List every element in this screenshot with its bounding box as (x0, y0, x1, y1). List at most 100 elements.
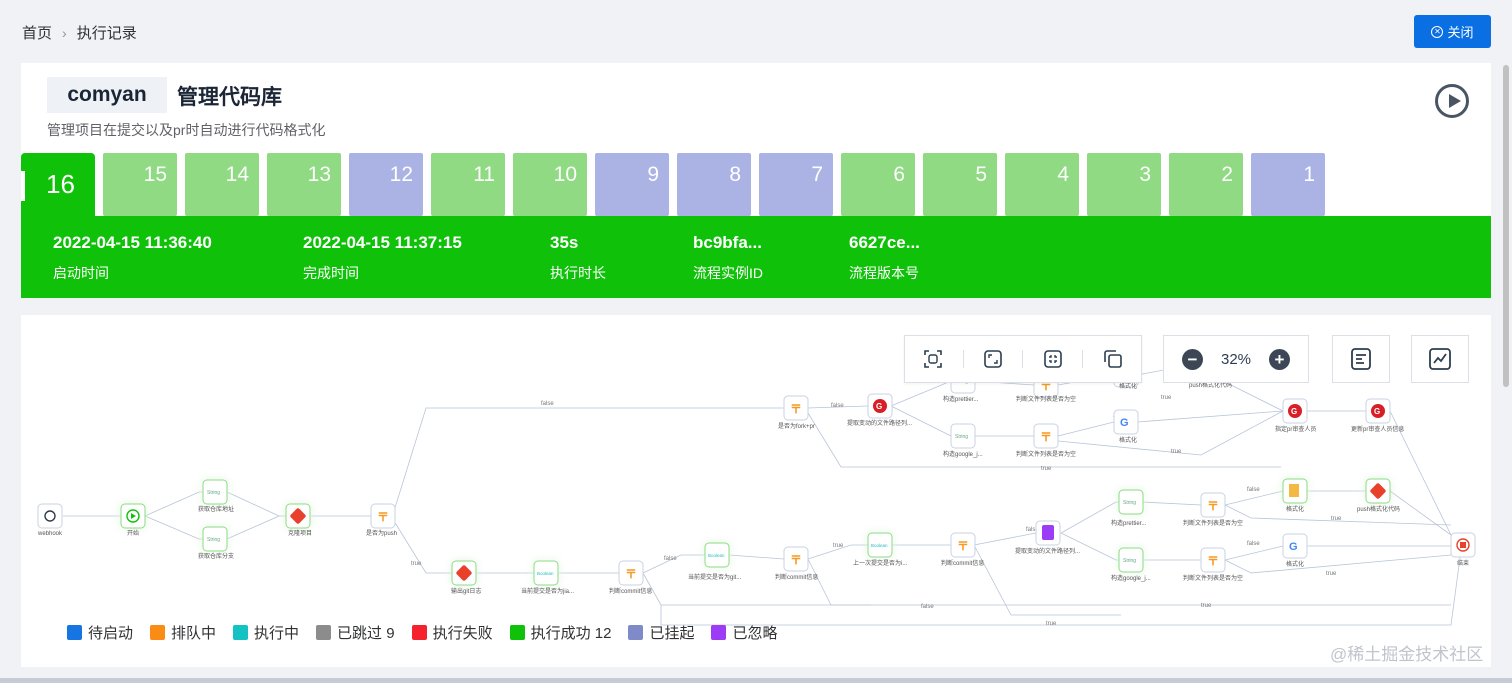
tab-execution-5[interactable]: 5 (923, 153, 997, 216)
legend-label: 已挂起 (649, 625, 695, 642)
node-judge-list-4[interactable]: 〒 (1200, 547, 1226, 573)
legend-item-running: 执行中 (233, 622, 299, 643)
copy-icon[interactable] (1102, 348, 1124, 370)
condition-icon: 〒 (790, 553, 802, 567)
node-current-commit-git[interactable]: Boolean (704, 542, 730, 568)
instance-id-value: bc9bfa... (693, 233, 762, 252)
string-icon: String (207, 537, 220, 543)
condition-icon: 〒 (957, 539, 969, 553)
legend-item-ignored: 已忽略 (711, 622, 777, 643)
legend-swatch (316, 625, 332, 640)
toolbar-divider (1082, 350, 1084, 368)
node-is-push[interactable]: 〒 (370, 503, 396, 529)
zoom-in-button[interactable]: + (1269, 348, 1290, 370)
log-panel-button[interactable] (1332, 335, 1390, 383)
info-start-time: 2022-04-15 11:36:40 启动时间 (53, 233, 212, 283)
version-value: 6627ce... (849, 233, 920, 252)
node-judge-list-3[interactable]: 〒 (1200, 492, 1226, 518)
node-label-judge-list-1: 判断文件列表是否为空 (1016, 395, 1076, 403)
tab-execution-8[interactable]: 8 (677, 153, 751, 216)
node-format-3[interactable] (1282, 478, 1308, 504)
node-judge-list-2[interactable]: 〒 (1033, 423, 1059, 449)
legend-item-failed: 执行失败 (411, 622, 493, 643)
file-icon (1042, 525, 1054, 540)
node-prev-commit[interactable]: Boolean (867, 532, 893, 558)
legend-swatch (509, 625, 525, 640)
tab-execution-10[interactable]: 10 (513, 153, 587, 216)
condition-icon: 〒 (1040, 430, 1052, 444)
node-build-google-1[interactable]: String (950, 423, 976, 449)
tab-execution-2[interactable]: 2 (1169, 153, 1243, 216)
node-webhook[interactable]: webhook (37, 503, 63, 537)
tab-execution-9[interactable]: 9 (595, 153, 669, 216)
edge-label-false-6: false (831, 403, 844, 409)
fit-view-icon[interactable] (922, 348, 944, 370)
node-label-end: 结束 (1457, 559, 1469, 567)
node-specify-reviewer[interactable]: G (1282, 398, 1308, 424)
page-scrollbar[interactable] (1503, 65, 1509, 387)
node-get-repo-url[interactable]: String (202, 479, 228, 505)
legend-label: 已跳过 9 (337, 625, 395, 642)
node-format-4[interactable]: G (1282, 533, 1308, 559)
duration-label: 执行时长 (550, 265, 606, 281)
node-label-build-prettier-2: 构造prettier... (1111, 519, 1147, 527)
zoom-out-button[interactable]: − (1182, 348, 1203, 370)
tab-execution-3[interactable]: 3 (1087, 153, 1161, 216)
fullscreen-icon[interactable] (982, 348, 1004, 370)
legend-label: 排队中 (171, 625, 217, 642)
top-bar: 首页 › 执行记录 ✕ 关闭 (0, 0, 1512, 62)
close-button[interactable]: ✕ 关闭 (1414, 15, 1491, 48)
node-judge-commit-2[interactable]: 〒 (783, 546, 809, 572)
node-format-2[interactable]: G (1113, 409, 1139, 435)
tab-execution-6[interactable]: 6 (841, 153, 915, 216)
chart-panel-button[interactable] (1411, 335, 1469, 383)
node-push-format-2[interactable] (1365, 478, 1391, 504)
play-icon[interactable] (1435, 84, 1469, 118)
node-get-changed-1[interactable]: G (867, 393, 893, 419)
legend-item-queued: 排队中 (150, 622, 216, 643)
tab-execution-13[interactable]: 13 (267, 153, 341, 216)
tab-execution-14[interactable]: 14 (185, 153, 259, 216)
node-build-prettier-2[interactable]: String (1118, 489, 1144, 515)
node-end[interactable] (1450, 532, 1476, 558)
tab-execution-16[interactable]: 16 (21, 153, 95, 216)
edge-label-true-bottom: true (411, 561, 422, 567)
bottom-scrollbar[interactable] (0, 678, 1512, 683)
node-label-current-commit: 当前提交是否为jia... (521, 587, 574, 595)
edge-label-false-5: false (1247, 541, 1260, 547)
condition-icon: 〒 (625, 567, 637, 581)
node-judge-commit-3[interactable]: 〒 (950, 532, 976, 558)
tab-execution-7[interactable]: 7 (759, 153, 833, 216)
close-circle-icon: ✕ (1431, 25, 1444, 38)
tab-execution-1[interactable]: 1 (1251, 153, 1325, 216)
breadcrumb-home[interactable]: 首页 (22, 25, 53, 42)
log-icon (1351, 348, 1371, 370)
node-start[interactable] (120, 503, 146, 529)
git-icon (290, 508, 306, 524)
svg-text:G: G (876, 402, 882, 411)
git-icon (456, 565, 472, 581)
node-judge-commit-1[interactable]: 〒 (618, 560, 644, 586)
node-clone[interactable] (285, 503, 311, 529)
tab-execution-4[interactable]: 4 (1005, 153, 1079, 216)
node-output-log[interactable] (451, 560, 477, 586)
stop-icon (1456, 538, 1470, 552)
workflow-canvas[interactable]: false true false true false true false f… (21, 315, 1491, 667)
node-build-google-2[interactable]: String (1118, 547, 1144, 573)
node-is-fork-pr[interactable]: 〒 (783, 395, 809, 421)
legend-item-pending: 待启动 (67, 622, 133, 643)
condition-icon: 〒 (1207, 554, 1219, 568)
edge-label-true-7: true (1171, 449, 1182, 455)
node-label-judge-commit-1: 判断commit信息 (609, 587, 652, 595)
shrink-icon[interactable] (1042, 348, 1064, 370)
project-header: comyan 管理代码库 管理项目在提交以及pr时自动进行代码格式化 16 15… (21, 63, 1491, 298)
node-get-repo-branch[interactable]: String (202, 526, 228, 552)
tab-execution-12[interactable]: 12 (349, 153, 423, 216)
node-update-reviewer[interactable]: G (1365, 398, 1391, 424)
tab-execution-11[interactable]: 11 (431, 153, 505, 216)
condition-icon: 〒 (377, 510, 389, 524)
node-get-changed-2[interactable] (1035, 520, 1061, 546)
tab-execution-15[interactable]: 15 (103, 153, 177, 216)
node-current-commit[interactable]: Boolean (533, 560, 559, 586)
boolean-icon: Boolean (708, 553, 725, 558)
